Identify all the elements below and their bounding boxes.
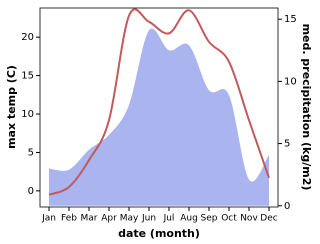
x-tick-label: Jun [141, 214, 156, 224]
y-axis-label: max temp (C) [5, 65, 18, 149]
x-tick-label: Jan [41, 214, 56, 224]
y-tick-label: 0 [28, 186, 34, 197]
y-tick-label: 15 [21, 71, 34, 82]
y2-axis-label: med. precipitation (kg/m2) [300, 24, 313, 191]
y-tick-label: 10 [21, 109, 34, 120]
x-tick-label: Feb [61, 214, 77, 224]
x-tick-label: Apr [101, 214, 117, 224]
precipitation-area [49, 28, 269, 206]
plot-frame [39, 7, 279, 208]
y-tick-label: 5 [28, 147, 34, 158]
x-tick-label: Nov [240, 214, 258, 224]
y2-tick-label: 5 [284, 139, 290, 150]
x-axis-label: date (month) [118, 227, 200, 240]
x-tick-label: May [120, 214, 139, 224]
x-tick-label: Jul [163, 214, 175, 224]
x-tick-label: Sep [201, 214, 218, 224]
x-tick-label: Oct [221, 214, 237, 224]
x-tick-label: Aug [180, 214, 198, 224]
y2-tick-label: 15 [284, 14, 297, 25]
temperature-line [48, 8, 270, 196]
y2-tick-label: 10 [284, 76, 297, 87]
y2-tick-label: 0 [284, 201, 290, 212]
y-tick-label: 20 [21, 32, 34, 43]
x-tick-label: Dec [260, 214, 277, 224]
x-tick-label: Mar [81, 214, 98, 224]
